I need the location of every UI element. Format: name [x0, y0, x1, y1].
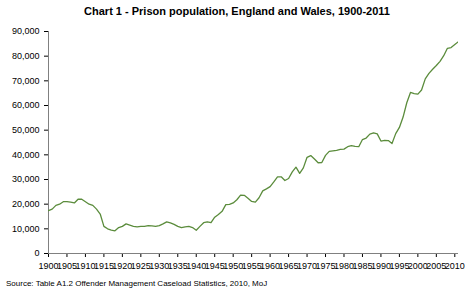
svg-text:1975: 1975: [316, 261, 336, 271]
svg-text:1965: 1965: [279, 261, 299, 271]
svg-text:50,000: 50,000: [12, 125, 40, 135]
svg-text:1960: 1960: [260, 261, 280, 271]
svg-text:1900: 1900: [38, 261, 58, 271]
svg-text:1905: 1905: [57, 261, 77, 271]
svg-text:1985: 1985: [352, 261, 372, 271]
svg-text:1940: 1940: [186, 261, 206, 271]
svg-text:90,000: 90,000: [12, 26, 40, 36]
svg-text:20,000: 20,000: [12, 199, 40, 209]
svg-text:40,000: 40,000: [12, 150, 40, 160]
svg-text:2005: 2005: [426, 261, 446, 271]
svg-text:1935: 1935: [168, 261, 188, 271]
svg-text:1945: 1945: [205, 261, 225, 271]
svg-text:2000: 2000: [408, 261, 428, 271]
html-text:Source: Table A1.2 Offender Ma: Source: Table A1.2 Offender Management C…: [6, 279, 268, 288]
svg-text:1930: 1930: [149, 261, 169, 271]
svg-text:80,000: 80,000: [12, 51, 40, 61]
svg-text:1970: 1970: [297, 261, 317, 271]
svg-text:1980: 1980: [334, 261, 354, 271]
svg-text:1925: 1925: [131, 261, 151, 271]
svg-text:30,000: 30,000: [12, 174, 40, 184]
svg-text:10,000: 10,000: [12, 224, 40, 234]
svg-text:1990: 1990: [371, 261, 391, 271]
svg-text:0: 0: [34, 248, 39, 258]
svg-text:2010: 2010: [445, 261, 465, 271]
svg-text:1955: 1955: [242, 261, 262, 271]
svg-text:1920: 1920: [112, 261, 132, 271]
svg-text:1910: 1910: [75, 261, 95, 271]
svg-text:1915: 1915: [94, 261, 114, 271]
svg-text:70,000: 70,000: [12, 76, 40, 86]
svg-text:60,000: 60,000: [12, 100, 40, 110]
svg-text:1995: 1995: [389, 261, 409, 271]
html-text:Chart 1 - Prison population, E: Chart 1 - Prison population, England and…: [84, 5, 390, 17]
svg-text:1950: 1950: [223, 261, 243, 271]
